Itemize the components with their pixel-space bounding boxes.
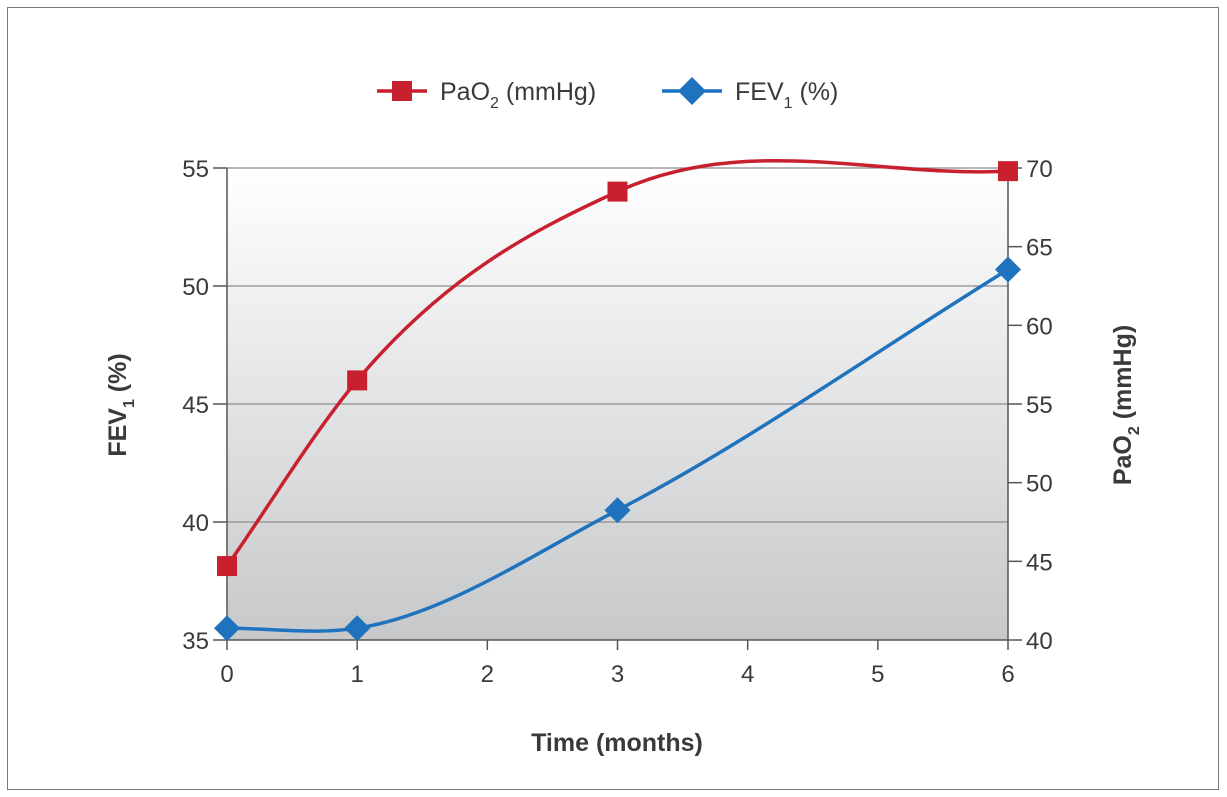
x-tick-label: 5 — [871, 661, 884, 688]
right-axis-title: PaO2 (mmHg) — [1109, 325, 1143, 485]
right-tick-label: 65 — [1026, 235, 1053, 262]
data-point-fev1 — [604, 497, 631, 524]
legend-marker-diamond — [678, 77, 706, 105]
left-tick-label: 40 — [182, 510, 209, 537]
x-tick-label: 6 — [1001, 661, 1014, 688]
right-tick-label: 50 — [1026, 471, 1053, 498]
legend-marker-square — [392, 81, 412, 101]
data-point-pao2 — [998, 161, 1018, 182]
left-tick-label: 35 — [182, 628, 209, 655]
data-point-fev1 — [344, 615, 371, 642]
left-axis-title: FEV1 (%) — [104, 353, 138, 456]
right-tick-label: 60 — [1026, 313, 1053, 340]
right-tick-label: 55 — [1026, 392, 1053, 419]
right-tick-label: 40 — [1026, 628, 1053, 655]
x-tick-label: 2 — [481, 661, 494, 688]
data-point-fev1 — [995, 256, 1021, 283]
legend: PaO2 (mmHg) FEV1 (%) — [377, 77, 838, 112]
x-tick-label: 0 — [220, 661, 233, 688]
series-line-pao2 — [225, 159, 1009, 568]
x-tick-label: 3 — [611, 661, 624, 688]
legend-label-fev1: FEV1 (%) — [735, 78, 838, 112]
left-tick-label: 55 — [182, 156, 209, 183]
right-tick-label: 70 — [1026, 156, 1053, 183]
x-axis-title: Time (months) — [531, 729, 703, 757]
left-tick-label: 45 — [182, 392, 209, 419]
data-point-fev1 — [214, 615, 240, 642]
legend-label-pao2: PaO2 (mmHg) — [440, 78, 596, 112]
data-point-pao2 — [607, 181, 628, 202]
series-lines — [225, 159, 1009, 633]
x-tick-label: 4 — [741, 661, 754, 688]
series-markers — [214, 161, 1021, 642]
data-point-pao2 — [347, 370, 368, 391]
data-point-pao2 — [217, 556, 237, 577]
series-line-fev1 — [226, 267, 1009, 633]
left-tick-label: 50 — [182, 274, 209, 301]
x-tick-label: 1 — [350, 661, 363, 688]
right-tick-label: 45 — [1026, 549, 1053, 576]
